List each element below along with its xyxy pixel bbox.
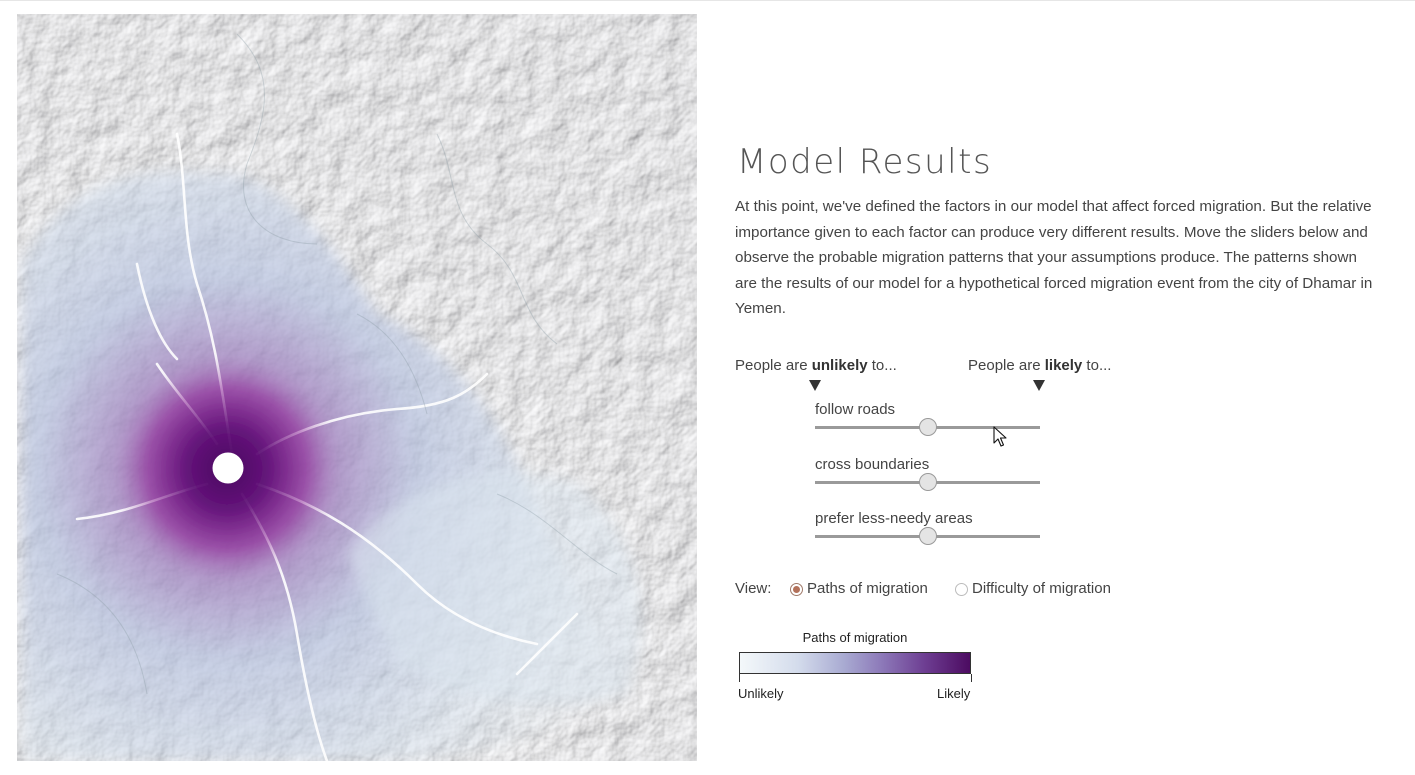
legend-min-label: Unlikely: [738, 686, 784, 701]
slider-thumb[interactable]: [918, 473, 937, 491]
slider-label: follow roads: [815, 401, 896, 418]
likely-pointer-icon: [1033, 380, 1045, 391]
map-canvas: [17, 14, 697, 761]
top-divider: [0, 0, 1415, 1]
slider-cross-boundaries[interactable]: cross boundaries: [815, 456, 1040, 500]
radio-label-paths[interactable]: Paths of migration: [807, 580, 928, 597]
legend-tick-max: [971, 674, 972, 682]
slider-label: prefer less-needy areas: [815, 510, 973, 527]
view-label: View:: [735, 580, 772, 597]
unlikely-pointer-icon: [809, 380, 821, 391]
slider-prefer-less-needy-areas[interactable]: prefer less-needy areas: [815, 510, 1040, 554]
radio-label-difficulty[interactable]: Difficulty of migration: [972, 580, 1111, 597]
scale-label-likely: People are likely to...: [968, 357, 1112, 374]
radio-paths-of-migration[interactable]: [790, 583, 803, 596]
mouse-pointer-icon: [993, 426, 1007, 447]
page-title: Model Results: [737, 142, 993, 182]
legend-title: Paths of migration: [802, 630, 908, 645]
legend-color-ramp: [739, 652, 971, 674]
origin-city-marker[interactable]: [212, 452, 244, 484]
slider-follow-roads[interactable]: follow roads: [815, 401, 1040, 445]
slider-label: cross boundaries: [815, 456, 930, 473]
results-panel: Model Results At this point, we've defin…: [735, 0, 1395, 775]
migration-map[interactable]: [17, 14, 697, 761]
legend-max-label: Likely: [937, 686, 971, 701]
scale-label-unlikely: People are unlikely to...: [735, 357, 897, 374]
intro-paragraph: At this point, we've defined the factors…: [735, 198, 1373, 318]
legend-tick-min: [739, 674, 740, 682]
admin-boundaries: [56, 33, 618, 695]
radio-difficulty-of-migration[interactable]: [955, 583, 968, 596]
slider-thumb[interactable]: [918, 527, 937, 545]
slider-thumb[interactable]: [918, 418, 937, 436]
